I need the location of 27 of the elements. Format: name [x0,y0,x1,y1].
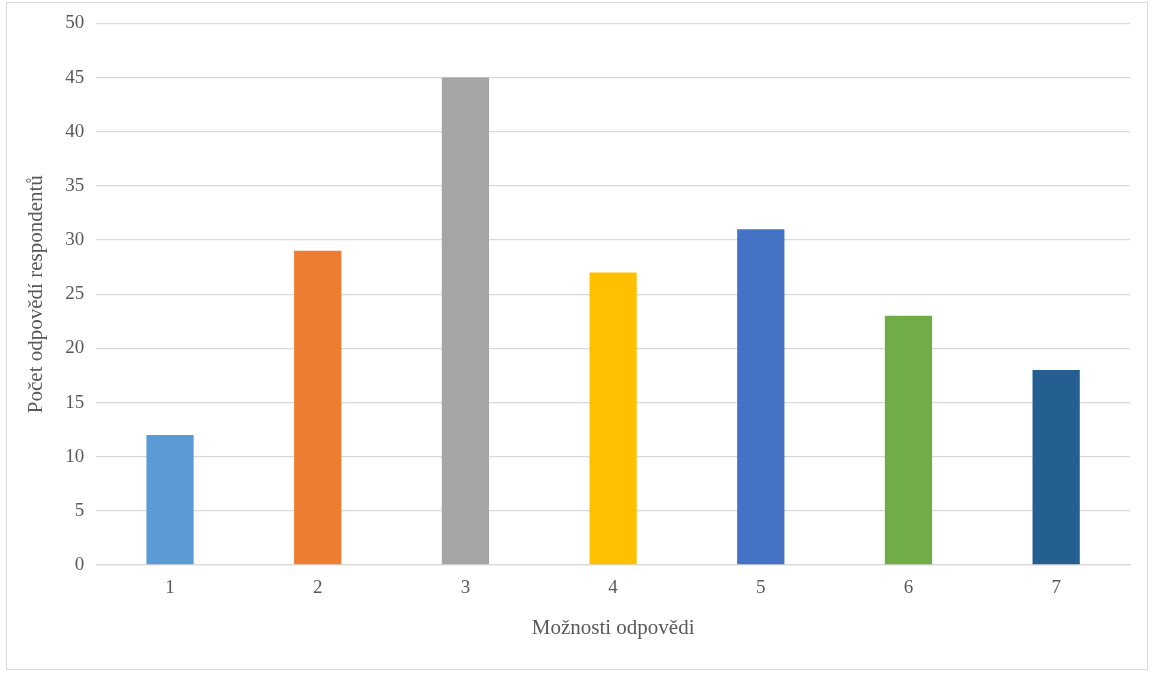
x-tick-label: 4 [608,576,619,598]
bar [884,315,933,565]
x-tick-label: 6 [903,576,914,598]
y-tick-label: 40 [65,119,85,141]
y-tick-label: 35 [65,173,85,195]
y-tick-label: 5 [74,498,85,520]
y-tick-label: 25 [65,282,85,304]
bar [1032,370,1080,565]
y-tick-label: 15 [65,390,85,412]
x-axis-title: Možnosti odpovědi [531,614,695,639]
y-tick-label: 50 [65,11,85,33]
bar [146,435,194,565]
x-tick-label: 3 [460,576,471,598]
y-tick-label: 30 [65,228,85,250]
bar [737,229,785,565]
x-tick-label: 1 [165,576,175,598]
y-tick-label: 10 [65,444,85,466]
bar [589,272,637,565]
bar [441,77,490,565]
bar [294,250,342,565]
y-tick-label: 0 [74,552,85,574]
x-tick-label: 2 [312,576,323,598]
x-tick-label: 5 [756,576,766,598]
y-tick-label: 45 [65,65,85,87]
y-axis-title: Počet odpovědí respondentů [23,174,48,414]
y-tick-label: 20 [65,336,85,358]
x-tick-label: 7 [1051,576,1061,598]
